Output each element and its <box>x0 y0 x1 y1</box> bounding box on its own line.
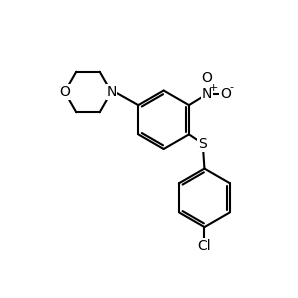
Text: O: O <box>59 85 70 99</box>
Text: O: O <box>202 71 212 85</box>
Text: Cl: Cl <box>198 239 211 253</box>
Text: N: N <box>106 85 117 99</box>
Text: N: N <box>202 87 212 101</box>
Text: O: O <box>220 87 231 101</box>
Text: -: - <box>230 83 234 93</box>
Text: +: + <box>209 83 218 93</box>
Text: S: S <box>198 137 207 151</box>
